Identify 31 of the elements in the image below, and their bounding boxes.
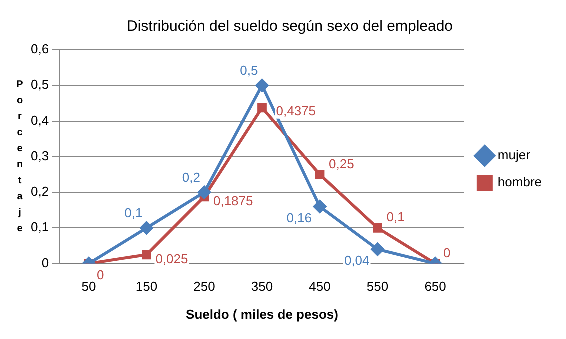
data-label: 0,1 bbox=[124, 206, 143, 221]
y-tick-label: 0,4 bbox=[30, 112, 50, 128]
data-label: 0,25 bbox=[329, 156, 354, 172]
data-label: 0,4375 bbox=[276, 103, 316, 118]
x-tick-label: 450 bbox=[309, 279, 331, 294]
data-label: 0,5 bbox=[240, 63, 258, 78]
data-label: 0,025 bbox=[156, 251, 188, 266]
x-tick-label: 250 bbox=[194, 279, 216, 294]
y-tick-label: 0,6 bbox=[30, 42, 50, 57]
legend-label: hombre bbox=[498, 174, 542, 190]
data-label: 0,2 bbox=[182, 170, 200, 186]
legend-label: mujer bbox=[498, 148, 532, 163]
y-tick-label: 0,1 bbox=[30, 220, 50, 235]
y-tick-label: 0,5 bbox=[30, 77, 50, 92]
x-axis-title: Sueldo ( miles de pesos) bbox=[186, 306, 338, 322]
chart-title: Distribución del sueldo según sexo del empleado bbox=[126, 18, 454, 36]
y-tick-label: 0,3 bbox=[30, 148, 50, 164]
data-label: 0,16 bbox=[286, 210, 312, 226]
x-tick-label: 150 bbox=[136, 279, 158, 294]
x-tick-label: 350 bbox=[251, 279, 274, 294]
y-tick-label: 0 bbox=[42, 255, 50, 270]
data-label: 0,1 bbox=[386, 210, 405, 225]
y-tick-label: 0,2 bbox=[30, 184, 50, 200]
text: Porcentaje bbox=[16, 80, 24, 235]
x-tick-label: 50 bbox=[82, 279, 96, 294]
data-label: 0 bbox=[444, 245, 451, 260]
x-tick-label: 550 bbox=[366, 279, 389, 294]
data-label: 0 bbox=[96, 267, 104, 282]
data-label: 0,04 bbox=[344, 253, 370, 268]
x-tick-label: 650 bbox=[424, 279, 446, 294]
data-label: 0,1875 bbox=[213, 194, 254, 209]
